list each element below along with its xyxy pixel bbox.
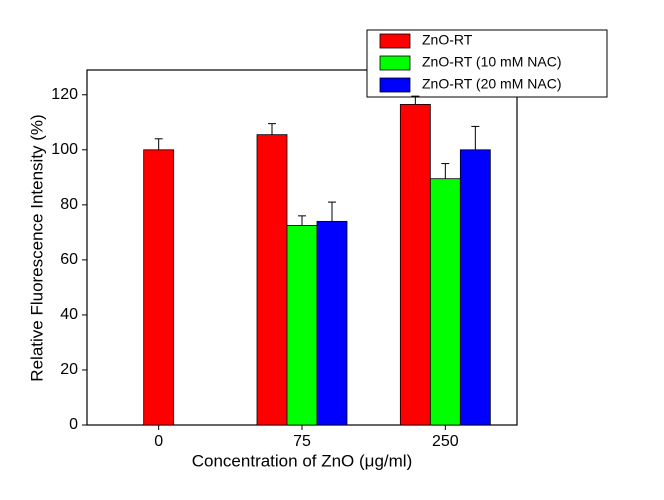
legend-label: ZnO-RT bbox=[422, 32, 473, 48]
y-tick-label: 80 bbox=[60, 196, 78, 213]
x-tick-label: 0 bbox=[154, 433, 163, 450]
bar bbox=[459, 149, 491, 426]
y-tick-label: 0 bbox=[69, 416, 78, 433]
bar bbox=[256, 134, 288, 426]
legend-swatch bbox=[379, 77, 411, 93]
legend-swatch bbox=[379, 33, 411, 49]
y-tick-label: 60 bbox=[60, 251, 78, 268]
x-tick-label: 75 bbox=[293, 433, 311, 450]
y-axis-label: Relative Fluorescence Intensity (%) bbox=[27, 114, 46, 381]
bar bbox=[399, 103, 431, 426]
y-tick-label: 100 bbox=[51, 141, 78, 158]
x-axis-label: Concentration of ZnO (μg/ml) bbox=[192, 451, 413, 470]
legend-swatch bbox=[379, 55, 411, 71]
legend-label: ZnO-RT (10 mM NAC) bbox=[422, 54, 562, 70]
bar bbox=[143, 149, 175, 426]
y-tick-label: 120 bbox=[51, 86, 78, 103]
legend-label: ZnO-RT (20 mM NAC) bbox=[422, 76, 562, 92]
y-tick-label: 20 bbox=[60, 361, 78, 378]
y-tick-label: 40 bbox=[60, 306, 78, 323]
bar bbox=[286, 225, 318, 426]
x-tick-label: 250 bbox=[432, 433, 459, 450]
bar bbox=[429, 178, 461, 426]
bar bbox=[316, 220, 348, 426]
